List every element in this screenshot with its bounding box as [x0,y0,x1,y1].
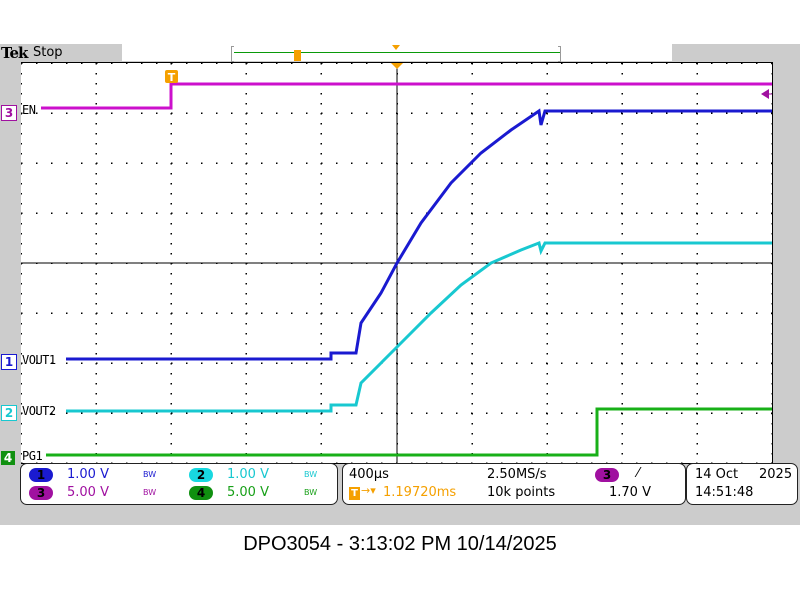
acquisition-state[interactable]: Stop [33,45,63,60]
channel-3-label: EN [22,103,36,117]
record-length[interactable]: 10k points [487,485,556,500]
channel-1-marker[interactable]: 1 [1,354,17,370]
datetime-readout: 14 Oct 2025 14:51:48 [686,463,798,505]
date: 14 Oct [695,467,739,482]
vertical-readout[interactable]: 1 1.00 V BW 2 1.00 V BW 3 5.00 V BW 4 5.… [20,463,338,505]
brand-logo: Tek [1,44,28,62]
channel-3-badge[interactable]: 3 [29,486,53,500]
trigger-level[interactable]: 1.70 V [609,485,651,500]
record-view-right [562,44,672,61]
channel-2-marker[interactable]: 2 [1,405,17,421]
expansion-point-icon [392,45,400,50]
svg-text:T: T [168,71,176,84]
sample-rate: 2.50MS/s [487,467,547,482]
trigger-source-badge[interactable]: 3 [595,468,619,482]
channel-4-scale[interactable]: 5.00 V [227,485,269,500]
horizontal-trigger-readout[interactable]: 400µs 2.50MS/s 3 ⁄ T →▾ 1.19720ms 10k po… [342,463,686,505]
channel-2-bw-limit-icon: BW [304,470,318,479]
channel-4-marker[interactable]: 4 [1,451,15,465]
trigger-marker-icon [294,50,301,61]
channel-4-bw-limit-icon: BW [304,488,318,497]
horizontal-scale[interactable]: 400µs [349,467,389,482]
channel-2-scale[interactable]: 1.00 V [227,467,269,482]
status-bar: Tek Stop [0,44,800,62]
channel-4-label: PG1 [22,449,43,463]
year: 2025 [759,467,793,482]
channel-2-label: VOUT2 [22,404,56,418]
oscilloscope-screen: Tek Stop [0,44,800,525]
channel-1-badge[interactable]: 1 [29,468,53,482]
record-line [234,52,560,53]
channel-3-scale[interactable]: 5.00 V [67,485,109,500]
time: 14:51:48 [695,485,754,500]
record-view-left [122,44,230,61]
channel-2-badge[interactable]: 2 [189,468,213,482]
record-bracket-left [231,46,234,62]
channel-3-marker[interactable]: 3 [1,105,17,121]
graticule[interactable]: T [21,62,773,464]
trigger-slope-icon[interactable]: ⁄ [637,466,640,481]
channel-1-scale[interactable]: 1.00 V [67,467,109,482]
record-bracket-right [558,46,561,62]
channel-1-bw-limit-icon: BW [143,470,157,479]
channel-3-bw-limit-icon: BW [143,488,157,497]
screenshot-caption: DPO3054 - 3:13:02 PM 10/14/2025 [243,533,557,555]
trigger-position-icon: T [349,487,360,500]
channel-4-badge[interactable]: 4 [189,486,213,500]
trigger-arrow-icon: →▾ [361,484,376,497]
channel-1-label: VOUT1 [22,353,56,367]
waveform-display: T [21,63,772,463]
trigger-position[interactable]: 1.19720ms [383,485,457,500]
